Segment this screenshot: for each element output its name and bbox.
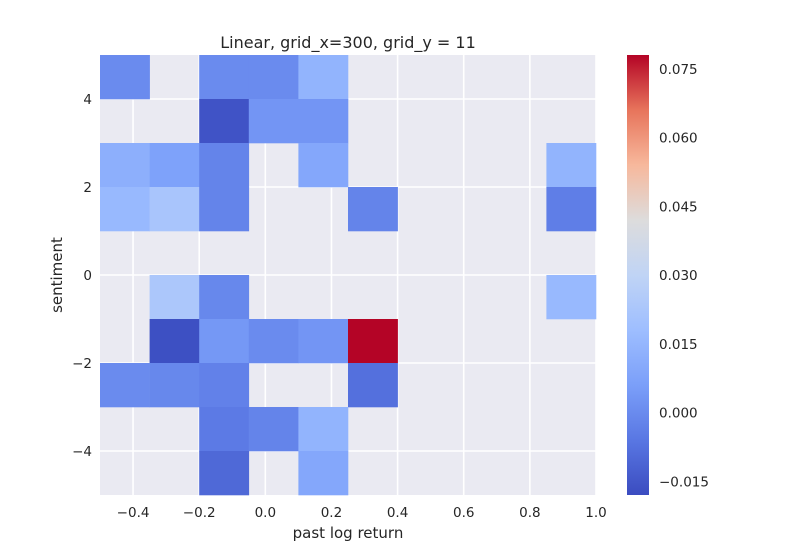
colorbar-tick-label: 0.030 (659, 268, 698, 284)
y-tick-label: −4 (72, 444, 92, 460)
colorbar-tick-label: 0.060 (659, 131, 698, 147)
heatmap-cell (248, 55, 299, 100)
x-axis-ticks: −0.4 −0.2 0.0 0.2 0.4 0.6 0.8 1.0 (117, 505, 607, 521)
heatmap-cell (348, 363, 398, 408)
heatmap-cell (100, 187, 150, 232)
x-tick-label: −0.2 (183, 505, 216, 521)
x-tick-label: 1.0 (585, 505, 606, 521)
heatmap-cell (199, 363, 250, 408)
y-tick-label: 2 (83, 180, 92, 196)
heatmap-cell (199, 275, 250, 320)
y-tick-label: 0 (83, 268, 92, 284)
heatmap-cell (100, 143, 150, 188)
heatmap-cell (348, 319, 398, 364)
colorbar-tick-label: 0.015 (659, 337, 698, 353)
heatmap-cell (546, 187, 597, 232)
chart-title: Linear, grid_x=300, grid_y = 11 (220, 33, 476, 53)
heatmap-cell (149, 319, 200, 364)
y-axis-ticks: −4 −2 0 2 4 (72, 92, 92, 460)
y-tick-label: 4 (83, 92, 92, 108)
y-axis-label: sentiment (48, 237, 66, 313)
colorbar: −0.015 0.000 0.015 0.030 0.045 0.060 0.075 (627, 55, 709, 495)
heatmap-cell (199, 187, 250, 232)
heatmap-cell (149, 363, 200, 408)
heatmap-cell (100, 363, 150, 408)
x-tick-label: 0.4 (387, 505, 408, 521)
y-tick-label: −2 (72, 356, 92, 372)
x-tick-label: 0.8 (519, 505, 540, 521)
heatmap-cells (100, 55, 597, 496)
heatmap-cell (298, 407, 349, 452)
x-tick-label: 0.2 (321, 505, 342, 521)
heatmap-cell (298, 55, 349, 100)
heatmap-cell (248, 99, 299, 144)
heatmap-cell (149, 275, 200, 320)
heatmap-cell (298, 451, 349, 496)
heatmap-cell (248, 319, 299, 364)
colorbar-gradient (627, 55, 649, 495)
heatmap-cell (100, 55, 150, 100)
heatmap-cell (199, 319, 250, 364)
heatmap-cell (199, 99, 250, 144)
x-axis-label: past log return (293, 524, 404, 542)
x-tick-label: 0.6 (453, 505, 474, 521)
heatmap-cell (149, 187, 200, 232)
heatmap-cell (546, 143, 597, 188)
heatmap-cell (298, 99, 349, 144)
heatmap-cell (348, 187, 398, 232)
heatmap-cell (546, 275, 597, 320)
colorbar-tick-label: 0.045 (659, 199, 698, 215)
colorbar-tick-label: 0.075 (659, 62, 698, 78)
plot-area (100, 55, 597, 496)
heatmap-cell (248, 407, 299, 452)
heatmap-cell (199, 55, 250, 100)
x-tick-label: 0.0 (255, 505, 276, 521)
colorbar-ticks: −0.015 0.000 0.015 0.030 0.045 0.060 0.075 (659, 62, 709, 491)
colorbar-tick-label: −0.015 (659, 474, 709, 490)
heatmap-cell (149, 143, 200, 188)
heatmap-cell (199, 143, 250, 188)
x-tick-label: −0.4 (117, 505, 150, 521)
heatmap-cell (199, 451, 250, 496)
heatmap-cell (199, 407, 250, 452)
colorbar-tick-label: 0.000 (659, 406, 698, 422)
heatmap-cell (298, 319, 349, 364)
heatmap-cell (298, 143, 349, 188)
